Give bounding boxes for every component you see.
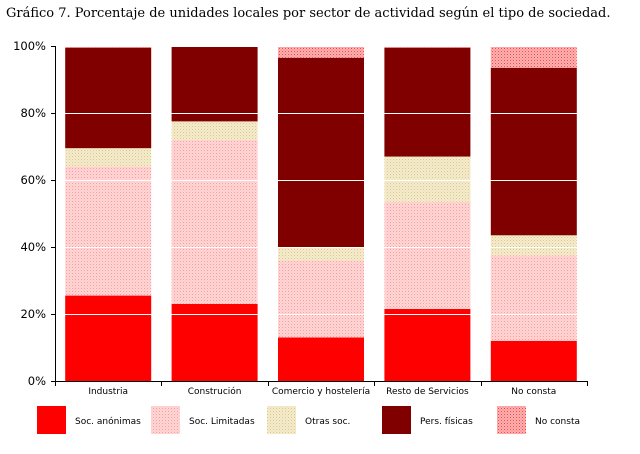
bar-segment-comercio-y-hosteleria-soc-anonimas	[278, 337, 364, 381]
y-tick-label: 20%	[20, 307, 46, 321]
bar-segment-industria-pers-fisicas	[65, 47, 152, 149]
legend-swatch-pers-fisicas	[382, 406, 411, 434]
y-tick-label: 80%	[20, 106, 46, 120]
bar-segment-industria-soc-anonimas	[65, 295, 152, 381]
legend-swatch-no-consta	[497, 406, 526, 434]
legend-label-soc-limitadas: Soc. Limitadas	[189, 417, 255, 427]
bar-segment-construcion-otras-soc	[171, 121, 258, 140]
bar-segment-no-consta-pers-fisicas	[490, 67, 577, 236]
bar-segment-resto-de-servicios-soc-anonimas	[384, 308, 471, 381]
bar-segment-resto-de-servicios-pers-fisicas	[384, 47, 471, 157]
x-tick-label-resto-de-servicios: Resto de Servicios	[386, 387, 469, 397]
bar-segment-comercio-y-hosteleria-no-consta	[278, 46, 364, 58]
bar-segment-no-consta-otras-soc	[490, 235, 577, 256]
x-tick-label-construcion: Construción	[188, 386, 242, 397]
legend: Soc. anónimas Soc. Limitadas Otras soc. Per…	[37, 406, 580, 434]
legend-label-soc-anonimas: Soc. anónimas	[75, 416, 141, 427]
bar-segment-industria-otras-soc	[65, 148, 152, 167]
bar-segment-construcion-pers-fisicas	[171, 46, 258, 122]
bar-segment-construcion-soc-anonimas	[171, 303, 258, 381]
bar-segment-comercio-y-hosteleria-soc-limitadas	[278, 260, 364, 338]
chart-title: Gráfico 7. Porcentaje de unidades locale…	[6, 6, 611, 21]
y-tick-label: 0%	[28, 374, 46, 388]
bar-segment-resto-de-servicios-soc-limitadas	[384, 201, 471, 309]
bar-segment-no-consta-soc-anonimas	[490, 340, 577, 381]
y-tick-label: 60%	[20, 173, 46, 187]
y-tick-label: 40%	[20, 240, 46, 254]
bar-segment-construcion-soc-limitadas	[171, 139, 258, 304]
legend-swatch-soc-limitadas	[151, 406, 180, 434]
x-tick-label-no-consta: No consta	[511, 387, 556, 397]
gridlines	[55, 46, 587, 315]
legend-swatch-soc-anonimas	[37, 406, 66, 434]
bar-segment-resto-de-servicios-otras-soc	[384, 156, 471, 202]
axes: 0% 20% 40% 60% 80% 100% Industria Construción Co…	[13, 39, 588, 397]
legend-label-otras-soc: Otras soc.	[305, 417, 350, 427]
bar-segment-comercio-y-hosteleria-pers-fisicas	[278, 57, 364, 247]
legend-label-no-consta: No consta	[535, 417, 580, 427]
legend-label-pers-fisicas: Pers. físicas	[420, 417, 473, 427]
bar-segment-no-consta-soc-limitadas	[490, 255, 577, 341]
bars-layer	[65, 46, 577, 381]
bar-segment-no-consta-no-consta	[490, 46, 577, 68]
y-tick-label: 100%	[13, 39, 46, 53]
legend-swatch-otras-soc	[267, 406, 296, 434]
x-tick-label-industria: Industria	[88, 387, 128, 397]
x-tick-label-comercio-y-hosteleria: Comercio y hostelería	[272, 387, 370, 397]
bar-segment-comercio-y-hosteleria-otras-soc	[278, 247, 364, 261]
bar-segment-industria-soc-limitadas	[65, 166, 152, 296]
